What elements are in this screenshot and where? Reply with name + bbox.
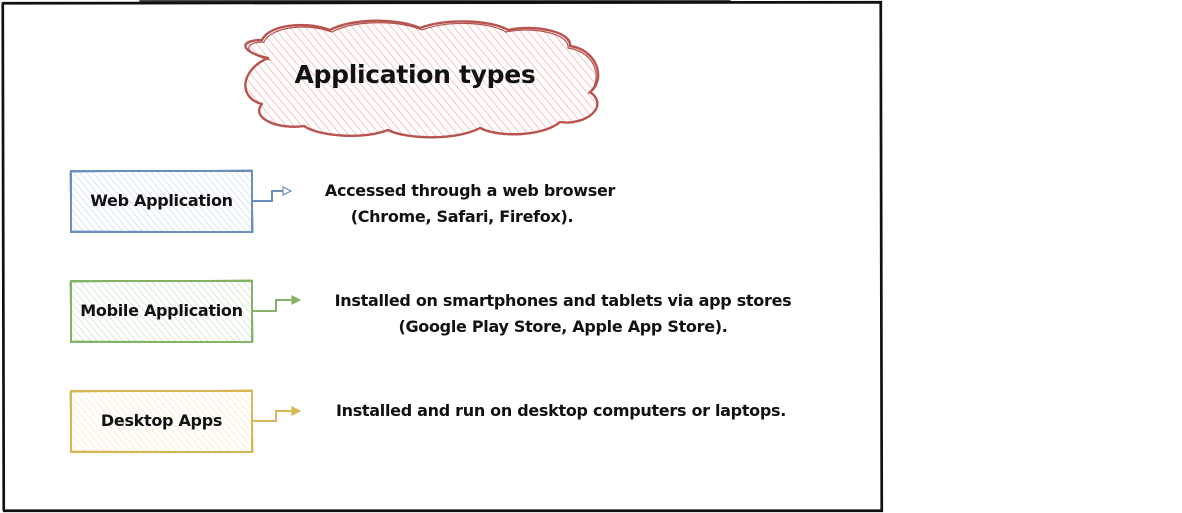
mobile-application-label: Mobile Application: [71, 301, 252, 320]
web-connector-arrow: [252, 191, 290, 201]
mobile-application-description-line1: Installed on smartphones and tablets via…: [312, 289, 814, 313]
mobile-application-description-line2: (Google Play Store, Apple App Store).: [312, 315, 814, 339]
mobile-connector-arrow: [252, 300, 299, 311]
desktop-connector-arrow: [252, 411, 299, 421]
web-application-description-line1: Accessed through a web browser: [300, 179, 640, 203]
web-application-description-line2: (Chrome, Safari, Firefox).: [300, 205, 624, 229]
diagram-title: Application types: [260, 60, 570, 89]
desktop-apps-label: Desktop Apps: [71, 411, 252, 430]
web-application-label: Web Application: [71, 191, 252, 210]
desktop-apps-description: Installed and run on desktop computers o…: [312, 399, 810, 423]
